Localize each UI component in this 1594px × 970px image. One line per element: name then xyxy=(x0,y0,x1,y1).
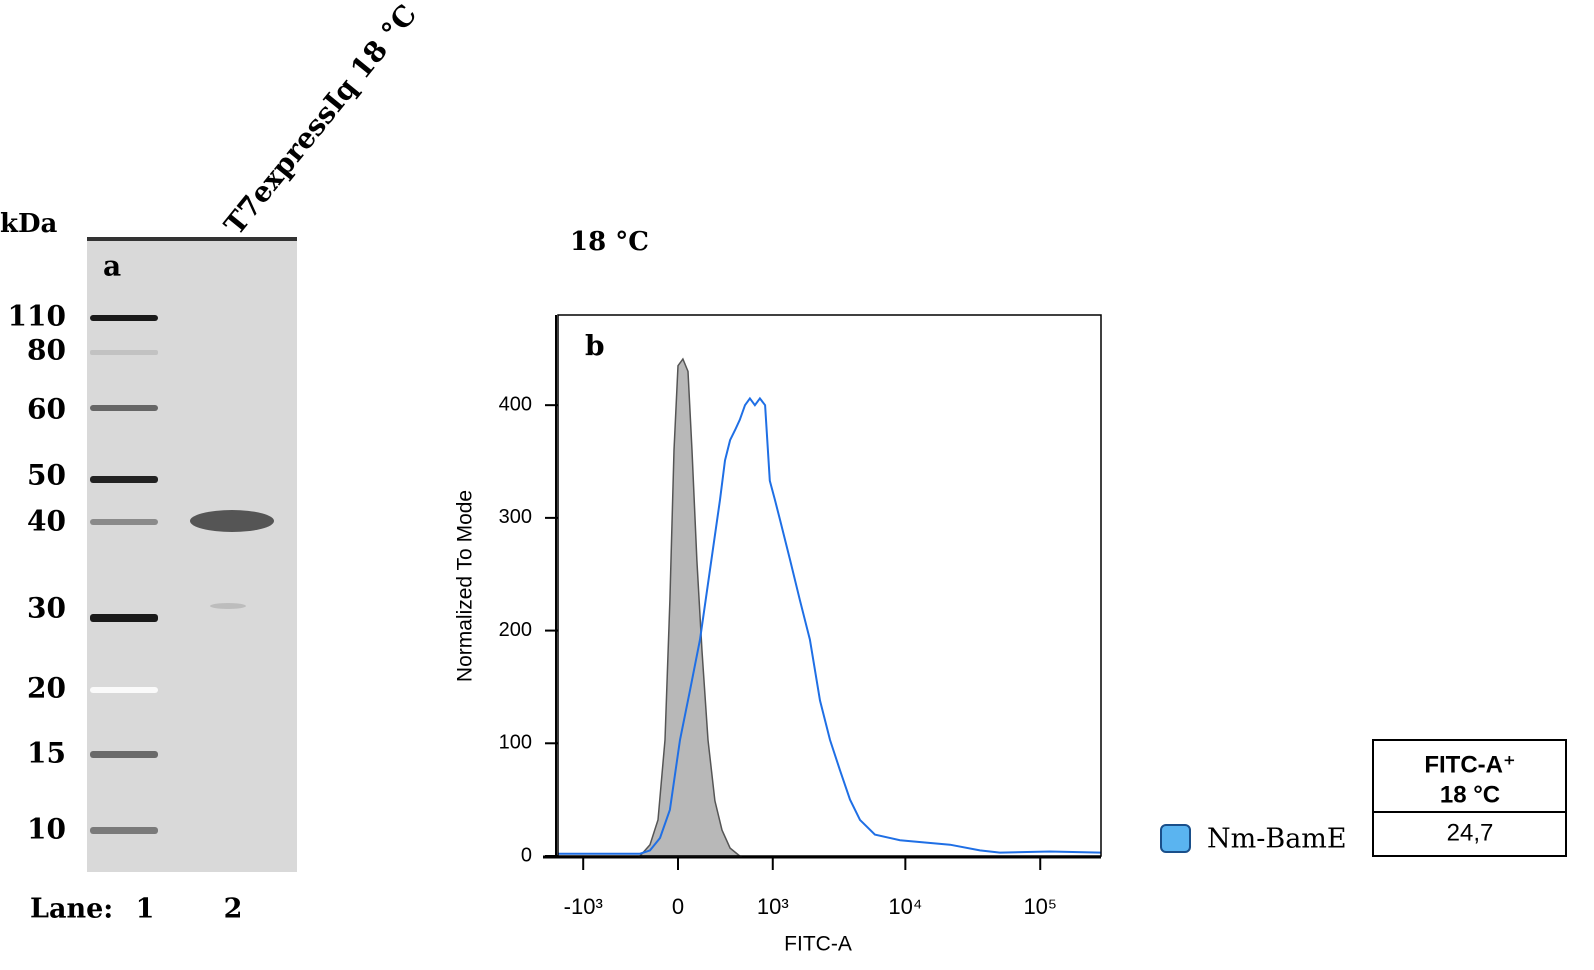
y-tick-label: 400 xyxy=(499,393,532,415)
marker-label: 50 xyxy=(27,459,66,492)
marker-label: 15 xyxy=(27,737,66,770)
table-header: FITC-A⁺ xyxy=(1424,751,1515,778)
marker-label: 40 xyxy=(27,505,66,538)
marker-band xyxy=(90,519,158,525)
unit-label: kDa xyxy=(0,209,58,239)
y-tick-label: 300 xyxy=(499,506,532,528)
marker-band xyxy=(90,614,158,622)
panel-label: a xyxy=(103,250,121,283)
protein-band xyxy=(190,510,274,532)
legend-swatch xyxy=(1160,824,1191,853)
x-tick-label: 10³ xyxy=(757,894,789,919)
table-border xyxy=(1372,739,1567,857)
x-tick-label: 10⁵ xyxy=(1023,894,1057,919)
x-axis-label: FITC-A xyxy=(784,933,852,956)
panel-label: b xyxy=(585,330,605,363)
gel-background xyxy=(87,237,297,872)
x-tick-label: 10⁴ xyxy=(888,894,922,919)
y-tick-label: 200 xyxy=(499,619,532,641)
marker-band xyxy=(90,827,158,834)
marker-band xyxy=(90,405,158,411)
y-axis-label: Normalized To Mode xyxy=(454,490,477,682)
table-cell: 24,7 xyxy=(1447,819,1494,846)
gel xyxy=(87,237,297,872)
marker-label: 10 xyxy=(27,813,66,846)
y-tick-label: 100 xyxy=(499,732,532,754)
table-header: 18 °C xyxy=(1440,781,1500,808)
lane-title: T7expressIq 18 °C xyxy=(218,0,424,241)
marker-label: 80 xyxy=(27,334,66,367)
line xyxy=(558,396,1102,855)
chart-title: 18 °C xyxy=(570,227,649,257)
marker-band xyxy=(90,315,158,321)
lane-number: 2 xyxy=(224,894,243,925)
gel-edge xyxy=(87,237,297,241)
marker-band xyxy=(90,350,158,355)
x-tick-label: -10³ xyxy=(564,894,603,919)
result-table xyxy=(1372,739,1567,857)
marker-label: 60 xyxy=(27,393,66,426)
area xyxy=(638,357,742,857)
protein-band xyxy=(210,603,246,609)
marker-label: 20 xyxy=(27,672,66,705)
x-tick-label: 0 xyxy=(672,894,684,919)
marker-band xyxy=(90,751,158,758)
legend-label: Nm-BamE xyxy=(1207,824,1347,855)
plot-frame xyxy=(557,314,1102,857)
lane-number: 1 xyxy=(136,894,155,925)
marker-band xyxy=(90,687,158,693)
marker-band xyxy=(90,476,158,483)
marker-label: 110 xyxy=(8,300,66,333)
lane-label: Lane: xyxy=(30,894,113,925)
marker-label: 30 xyxy=(27,592,66,625)
y-tick-label: 0 xyxy=(521,844,532,866)
